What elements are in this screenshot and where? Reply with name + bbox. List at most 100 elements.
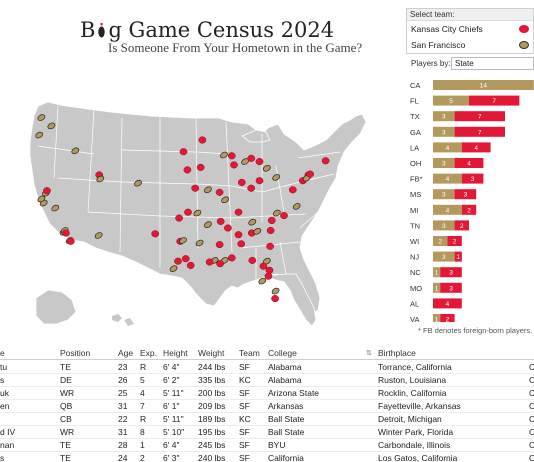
- table-row[interactable]: nan TE 28 1 6' 4'' 245 lbs SF BYU Carbondale, Il…: [0, 439, 534, 452]
- chiefs-helmet-marker[interactable]: [179, 148, 188, 156]
- niners-football-marker[interactable]: [258, 277, 267, 285]
- col-position[interactable]: Position: [60, 348, 91, 358]
- sort-icon[interactable]: ⇅: [366, 350, 372, 357]
- chiefs-helmet-marker[interactable]: [184, 208, 192, 216]
- chiefs-helmet-marker[interactable]: [230, 161, 238, 169]
- col-weight[interactable]: Weight: [198, 348, 225, 358]
- chiefs-helmet-marker[interactable]: [186, 261, 195, 269]
- bar-segment-sf[interactable]: [433, 173, 462, 184]
- bar-segment-kc[interactable]: [454, 158, 484, 168]
- niners-football-marker[interactable]: [272, 209, 281, 217]
- chiefs-helmet-marker[interactable]: [265, 266, 274, 274]
- niners-football-marker[interactable]: [203, 186, 212, 194]
- chiefs-helmet-marker[interactable]: [237, 240, 246, 248]
- chiefs-helmet-marker[interactable]: [43, 187, 51, 195]
- chiefs-helmet-marker[interactable]: [247, 184, 256, 192]
- bar-segment-kc[interactable]: [469, 95, 520, 106]
- col-height[interactable]: Height: [163, 348, 188, 358]
- chiefs-helmet-marker[interactable]: [306, 170, 314, 178]
- niners-football-marker[interactable]: [51, 204, 60, 212]
- bar-segment-kc[interactable]: [440, 282, 462, 293]
- table-row[interactable]: uk WR 25 4 5' 11'' 200 lbs SF Arizona State Rock…: [0, 387, 534, 400]
- table-row[interactable]: d IV WR 31 8 5' 10'' 195 lbs SF Ball State Winte…: [0, 426, 534, 439]
- niners-football-marker[interactable]: [195, 239, 204, 247]
- niners-football-marker[interactable]: [292, 202, 301, 210]
- bar-segment-sf[interactable]: [433, 204, 462, 215]
- chiefs-helmet-marker[interactable]: [198, 136, 207, 144]
- niners-football-marker[interactable]: [47, 122, 56, 130]
- bar-segment-kc[interactable]: [454, 126, 505, 137]
- niners-football-marker[interactable]: [94, 231, 103, 239]
- team-option-sf[interactable]: San Francisco: [407, 37, 533, 53]
- chiefs-helmet-marker[interactable]: [264, 272, 273, 280]
- chiefs-helmet-marker[interactable]: [224, 224, 232, 232]
- bar-segment-sf[interactable]: [433, 158, 455, 168]
- niners-football-marker[interactable]: [219, 151, 228, 159]
- niners-football-marker[interactable]: [169, 265, 178, 273]
- col-college[interactable]: College: [268, 348, 297, 358]
- niners-football-marker[interactable]: [221, 196, 230, 204]
- col-exp[interactable]: Exp.: [140, 348, 158, 358]
- chiefs-helmet-marker[interactable]: [183, 166, 192, 174]
- bar-segment-kc[interactable]: [454, 189, 477, 200]
- chiefs-helmet-marker[interactable]: [215, 188, 224, 196]
- table-row[interactable]: s DE 26 5 6' 2'' 335 lbs KC Alabama Ruston, Loui…: [0, 374, 534, 387]
- chiefs-helmet-marker[interactable]: [288, 186, 297, 194]
- chiefs-helmet-marker[interactable]: [181, 255, 190, 263]
- chiefs-helmet-marker[interactable]: [234, 208, 243, 216]
- bar-segment-sf[interactable]: [433, 220, 455, 231]
- niners-football-marker[interactable]: [203, 221, 212, 229]
- chiefs-helmet-marker[interactable]: [266, 242, 274, 250]
- chiefs-helmet-marker[interactable]: [66, 237, 75, 245]
- table-row[interactable]: CB 22 R 5' 11'' 189 lbs KC Ball State Detroit, …: [0, 413, 534, 426]
- bar-segment-kc[interactable]: [440, 314, 455, 322]
- niners-football-marker[interactable]: [37, 195, 46, 203]
- bar-segment-sf[interactable]: [433, 314, 441, 322]
- niners-football-marker[interactable]: [262, 164, 271, 172]
- bar-segment-kc[interactable]: [461, 204, 477, 215]
- players-by-dropdown[interactable]: State: [451, 57, 534, 70]
- niners-football-marker[interactable]: [35, 131, 44, 139]
- niners-football-marker[interactable]: [37, 113, 46, 121]
- team-option-kc[interactable]: Kansas City Chiefs: [407, 21, 533, 37]
- niners-football-marker[interactable]: [193, 209, 202, 217]
- table-row[interactable]: s TE 24 2 6' 3'' 240 lbs SF California Los Gatos…: [0, 452, 534, 462]
- chiefs-helmet-marker[interactable]: [174, 257, 182, 265]
- chiefs-helmet-marker[interactable]: [151, 230, 160, 238]
- chiefs-helmet-marker[interactable]: [248, 256, 257, 264]
- chiefs-helmet-marker[interactable]: [280, 212, 288, 220]
- niners-football-marker[interactable]: [178, 236, 187, 244]
- chiefs-helmet-marker[interactable]: [216, 260, 224, 268]
- chiefs-helmet-marker[interactable]: [215, 241, 224, 249]
- table-row[interactable]: tu TE 23 R 6' 4'' 244 lbs SF Alabama Torrance, C…: [0, 361, 534, 374]
- bar-segment-kc[interactable]: [447, 236, 462, 246]
- team-filter[interactable]: Select team: Kansas City Chiefs San Fran…: [406, 8, 534, 54]
- chiefs-helmet-marker[interactable]: [267, 216, 276, 225]
- chiefs-helmet-marker[interactable]: [237, 178, 246, 186]
- bar-segment-sf[interactable]: [433, 282, 441, 293]
- bar-segment-kc[interactable]: [440, 267, 462, 278]
- niners-football-marker[interactable]: [272, 173, 281, 181]
- chiefs-helmet-marker[interactable]: [234, 231, 243, 239]
- bar-segment-sf[interactable]: [433, 95, 469, 106]
- chiefs-helmet-marker[interactable]: [321, 157, 330, 165]
- bar-segment-kc[interactable]: [461, 173, 484, 184]
- bar-segment-sf[interactable]: [433, 267, 441, 278]
- niners-football-marker[interactable]: [248, 218, 257, 226]
- bar-segment-sf[interactable]: [433, 142, 462, 153]
- bar-segment-sf[interactable]: [433, 80, 534, 90]
- bar-segment-sf[interactable]: [433, 111, 455, 122]
- niners-football-marker[interactable]: [133, 179, 142, 187]
- chiefs-helmet-marker[interactable]: [175, 214, 183, 222]
- bar-segment-kc[interactable]: [454, 111, 505, 122]
- bar-segment-sf[interactable]: [433, 251, 455, 262]
- chiefs-helmet-marker[interactable]: [216, 217, 225, 225]
- col-name[interactable]: e: [0, 348, 5, 358]
- niners-football-marker[interactable]: [271, 287, 280, 295]
- chiefs-helmet-marker[interactable]: [191, 184, 200, 192]
- us-map[interactable]: [0, 62, 400, 338]
- chiefs-helmet-marker[interactable]: [227, 152, 236, 160]
- bar-segment-sf[interactable]: [433, 236, 448, 246]
- chiefs-helmet-marker[interactable]: [205, 258, 214, 266]
- table-row[interactable]: en QB 31 7 6' 1'' 209 lbs SF Arkansas Fayettevil…: [0, 400, 534, 413]
